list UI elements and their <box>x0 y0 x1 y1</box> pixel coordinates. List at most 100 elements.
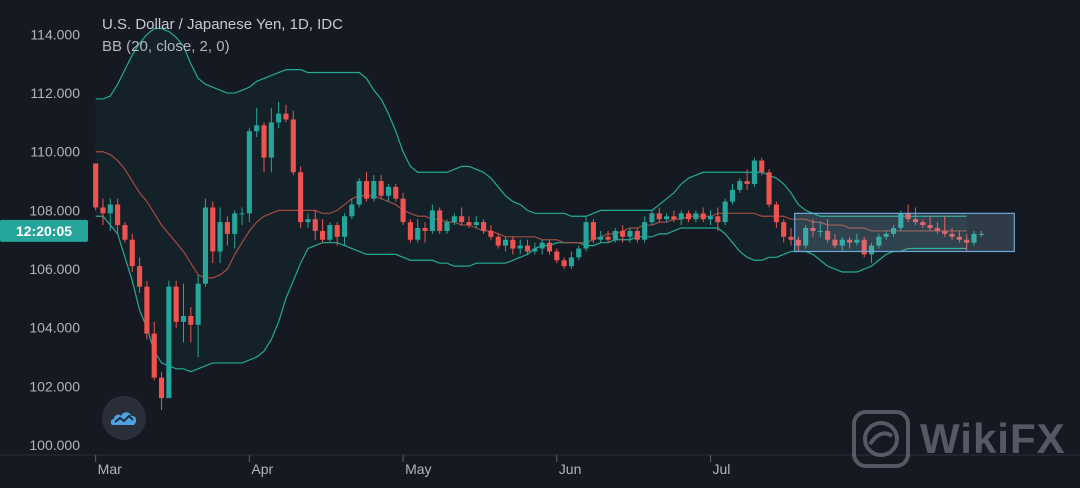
candle-body <box>942 230 948 234</box>
candle-body <box>561 260 567 267</box>
candle-body <box>481 222 487 231</box>
candle <box>707 210 714 226</box>
candle <box>890 225 897 237</box>
candle-body <box>312 219 318 231</box>
candle <box>766 169 772 208</box>
candle <box>246 128 252 223</box>
candle <box>773 201 779 228</box>
candle-body <box>327 225 333 240</box>
candle-body <box>868 245 875 255</box>
candle-body <box>202 207 209 284</box>
candle-body <box>224 222 230 234</box>
current-price-tag[interactable] <box>0 219 88 242</box>
candle-body <box>590 222 596 240</box>
candle <box>144 280 150 340</box>
candle <box>854 233 860 246</box>
chart-legend: U.S. Dollar / Japanese Yen, 1D, IDC BB (… <box>102 14 343 58</box>
candle-body <box>627 230 633 237</box>
indicator-label[interactable]: BB (20, close, 2, 0) <box>102 38 230 55</box>
candle <box>115 198 121 234</box>
time-tick-label: Apr <box>251 461 273 477</box>
candle-body <box>744 181 750 184</box>
candle-body <box>795 239 801 246</box>
range-rectangle[interactable] <box>794 212 1015 253</box>
candle-body <box>115 204 121 226</box>
wikifx-watermark: WikiFX <box>852 410 1066 468</box>
candle <box>817 222 823 237</box>
candle-body <box>605 236 611 240</box>
candle-body <box>239 213 245 215</box>
tradingview-logo-icon[interactable] <box>102 396 146 440</box>
candle <box>751 157 757 187</box>
candle-body <box>466 222 472 226</box>
price-tick-label: 100.000 <box>29 437 80 453</box>
candle <box>371 175 377 202</box>
candle-body <box>510 239 516 249</box>
candle <box>166 280 172 399</box>
candle-body <box>766 172 772 205</box>
range-rectangle-shape[interactable] <box>794 212 1015 253</box>
candle <box>554 248 560 264</box>
candle <box>363 172 370 202</box>
candle <box>539 239 545 255</box>
candle-body <box>715 216 721 223</box>
lower-band-line <box>95 215 967 373</box>
candle-body <box>920 222 926 226</box>
price-axis[interactable]: 114.000 112.000 110.000 108.000 106.000 104.0… <box>0 26 88 453</box>
candle-body <box>854 239 860 243</box>
price-tick-label: 114.000 <box>30 26 80 42</box>
candle <box>795 236 801 252</box>
countdown-label: 12:20:05 <box>16 223 72 239</box>
candle-body <box>393 186 399 199</box>
candle <box>825 219 831 243</box>
candle-body <box>700 213 706 220</box>
candle <box>173 280 179 328</box>
candle-body <box>129 239 135 267</box>
candle-body <box>598 236 604 240</box>
candle-body <box>488 230 494 237</box>
candle <box>254 107 260 138</box>
candle-body <box>707 216 714 220</box>
candle-body <box>451 216 457 223</box>
candle-body <box>144 286 150 334</box>
basis-line <box>95 151 967 279</box>
candle <box>93 163 99 211</box>
candle <box>803 225 809 249</box>
candle-body <box>539 242 545 249</box>
candle <box>678 210 684 226</box>
candle <box>385 184 392 202</box>
candle-body <box>751 160 757 184</box>
candle-body <box>568 257 575 267</box>
candle <box>744 169 750 190</box>
candle <box>466 216 472 228</box>
symbol-title[interactable]: U.S. Dollar / Japanese Yen, 1D, IDC <box>102 16 343 33</box>
price-tick-label: 102.000 <box>29 378 80 394</box>
candle <box>495 233 501 249</box>
candle <box>956 230 962 243</box>
candle <box>861 236 867 258</box>
candle <box>312 210 318 240</box>
candle <box>517 239 523 255</box>
candle-body <box>305 219 311 223</box>
time-axis[interactable]: Mar Apr May Jun Jul <box>0 454 1080 477</box>
candle-body <box>100 207 106 214</box>
candle-body <box>473 222 479 226</box>
candle <box>737 178 743 193</box>
candle <box>378 175 384 199</box>
candle <box>934 222 940 234</box>
candle-body <box>180 316 187 322</box>
candle-body <box>363 181 370 199</box>
candle-body <box>576 248 582 258</box>
candle <box>283 104 289 123</box>
candle-body <box>978 233 984 235</box>
candle-body <box>671 216 677 220</box>
candle-body <box>927 225 933 228</box>
candle <box>356 178 362 208</box>
candle <box>429 204 435 234</box>
candle-body <box>773 204 779 223</box>
candle-body <box>173 286 179 322</box>
candle <box>722 198 728 226</box>
candle-body <box>188 316 194 325</box>
candle <box>942 216 948 237</box>
